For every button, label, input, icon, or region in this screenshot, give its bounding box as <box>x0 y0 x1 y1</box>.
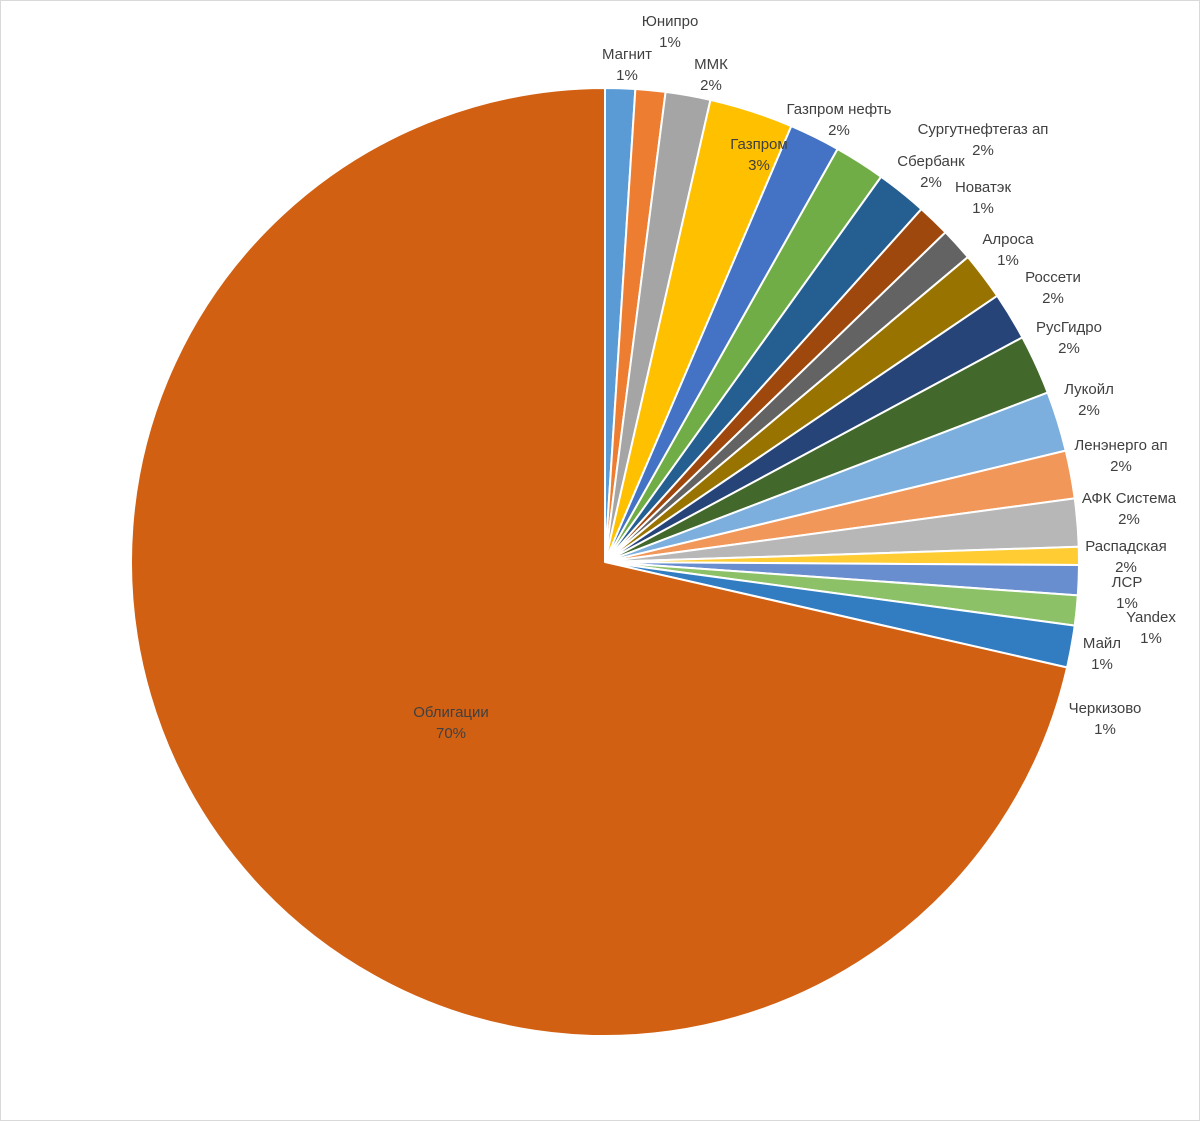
slice-label: Сбербанк 2% <box>897 153 965 191</box>
slice-label: Алроса 1% <box>982 231 1034 269</box>
slice-label-percent: 2% <box>1058 340 1080 357</box>
slice-label-name: Газпром <box>730 136 787 153</box>
slice-label: Россети 2% <box>1025 269 1081 307</box>
slice-label-name: Россети <box>1025 269 1081 286</box>
slice-label: ЛСР 1% <box>1112 574 1143 612</box>
slice-label-percent: 1% <box>972 200 994 217</box>
slice-label-percent: 2% <box>1078 402 1100 419</box>
slice-label-name: Юнипро <box>642 13 699 30</box>
slice-label-percent: 2% <box>1118 511 1140 528</box>
slice-label-name: Газпром нефть <box>787 101 892 118</box>
slice-label-percent: 1% <box>1094 721 1116 738</box>
slice-label-percent: 2% <box>1115 559 1137 576</box>
slice-label-name: Ленэнерго ап <box>1074 437 1167 454</box>
slice-label: Газпром нефть 2% <box>787 101 892 139</box>
pie-slice <box>130 87 1069 1037</box>
slice-label: Новатэк 1% <box>955 179 1012 217</box>
slice-label-name: Yandex <box>1126 609 1176 626</box>
slice-label: РусГидро 2% <box>1036 319 1102 357</box>
slice-labels: Магнит 1% Юнипро 1% ММК 2% Газпром 3% Газпром не… <box>413 13 1177 742</box>
slice-label-name: Облигации <box>413 704 489 721</box>
slice-label: Yandex 1% <box>1126 609 1176 647</box>
slice-label: Облигации 70% <box>413 704 489 742</box>
slice-label-name: Алроса <box>982 231 1034 248</box>
slice-label: АФК Система 2% <box>1082 490 1177 528</box>
pie-slices <box>130 86 1080 1037</box>
slice-label-name: Распадская <box>1085 538 1166 555</box>
slice-label-percent: 1% <box>616 67 638 84</box>
slice-label-name: ЛСР <box>1112 574 1143 591</box>
slice-label: Юнипро 1% <box>642 13 699 51</box>
slice-label: Магнит 1% <box>602 46 652 84</box>
slice-label: Лукойл 2% <box>1064 381 1114 419</box>
slice-label-name: Магнит <box>602 46 652 63</box>
slice-label-percent: 1% <box>1140 630 1162 647</box>
slice-label-name: Майл <box>1083 635 1121 652</box>
slice-label-name: Лукойл <box>1064 381 1114 398</box>
slice-label-name: Сургутнефтегаз ап <box>918 121 1049 138</box>
slice-label-percent: 2% <box>1042 290 1064 307</box>
slice-label-percent: 2% <box>828 122 850 139</box>
slice-label: Ленэнерго ап 2% <box>1074 437 1167 475</box>
slice-label: Газпром 3% <box>730 136 787 174</box>
slice-label-percent: 1% <box>1091 656 1113 673</box>
slice-label-percent: 2% <box>1110 458 1132 475</box>
slice-label: ММК 2% <box>694 56 728 94</box>
slice-label-name: АФК Система <box>1082 490 1177 507</box>
slice-label-percent: 2% <box>920 174 942 191</box>
slice-label-percent: 70% <box>436 725 466 742</box>
slice-label-percent: 1% <box>1116 595 1138 612</box>
slice-label-percent: 1% <box>997 252 1019 269</box>
slice-label-name: ММК <box>694 56 728 73</box>
slice-label-name: Черкизово <box>1069 700 1142 717</box>
slice-label: Сургутнефтегаз ап 2% <box>918 121 1049 159</box>
slice-label-name: РусГидро <box>1036 319 1102 336</box>
slice-label-percent: 1% <box>659 34 681 51</box>
slice-label-percent: 2% <box>700 77 722 94</box>
slice-label: Черкизово 1% <box>1069 700 1142 738</box>
slice-label-name: Сбербанк <box>897 153 965 170</box>
slice-label-name: Новатэк <box>955 179 1012 196</box>
slice-label: Распадская 2% <box>1085 538 1166 576</box>
slice-label-percent: 3% <box>748 157 770 174</box>
slice-label-percent: 2% <box>972 142 994 159</box>
slice-label: Майл 1% <box>1083 635 1121 673</box>
